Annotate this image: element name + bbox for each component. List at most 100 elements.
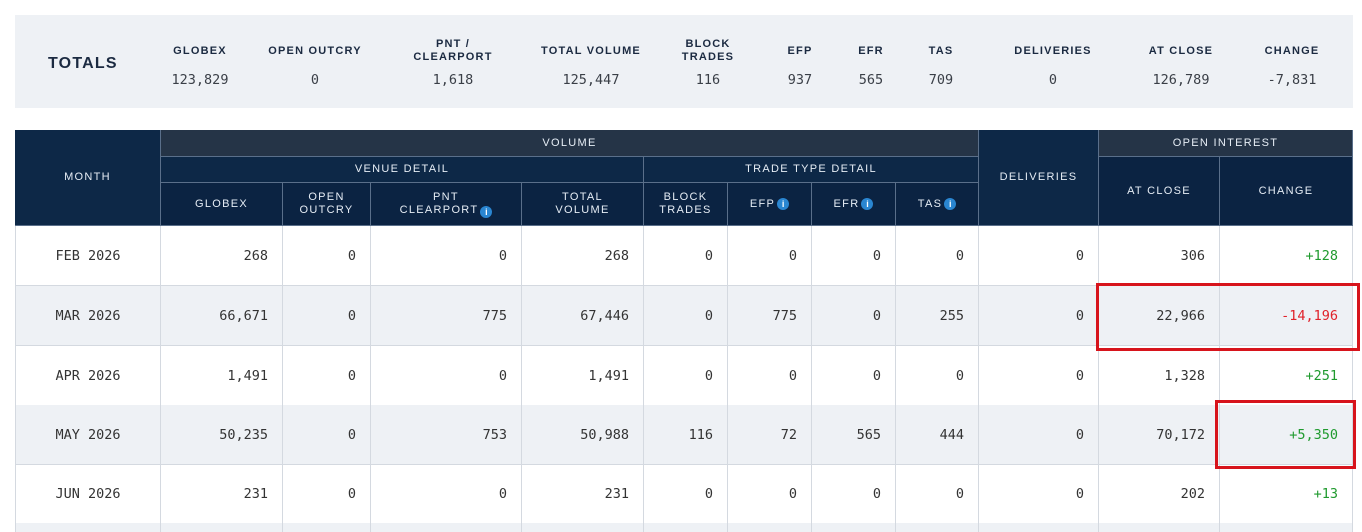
totals-at-close: AT CLOSE 126,789	[1131, 15, 1231, 108]
cell-total-volume: 67,446	[522, 286, 644, 345]
cell-pnt-clearport: 0	[371, 346, 522, 405]
totals-header: CHANGE	[1264, 44, 1320, 57]
header-total-volume[interactable]: TOTAL VOLUME	[522, 183, 644, 226]
cell-at-close: 306	[1099, 226, 1220, 285]
cell-block-trades: 0	[644, 346, 728, 405]
cell-efp: 775	[728, 286, 812, 345]
info-icon[interactable]: i	[777, 198, 790, 210]
cell-open-outcry: 0	[283, 346, 371, 405]
totals-header: PNT / CLEARPORT	[413, 38, 493, 63]
totals-value: 937	[787, 72, 813, 88]
totals-header: TAS	[928, 44, 954, 57]
cell-block-trades: 0	[644, 464, 728, 523]
totals-efr: EFR 565	[821, 15, 921, 108]
cell-pnt-clearport: 775	[371, 286, 522, 345]
cell-change: +251	[1220, 346, 1353, 405]
header-efp-label: EFP	[749, 197, 776, 210]
totals-value: 126,789	[1152, 72, 1210, 88]
header-tas[interactable]: TAS i	[896, 183, 979, 226]
cell-efr	[812, 523, 896, 532]
cell-deliveries: 0	[979, 464, 1099, 523]
totals-block-trades: BLOCK TRADES 116	[658, 15, 758, 108]
cell-open-outcry: 0	[283, 405, 371, 464]
cell-pnt-clearport: 0	[371, 226, 522, 285]
cell-block-trades: 0	[644, 226, 728, 285]
totals-value: 565	[858, 72, 884, 88]
cell-open-outcry	[283, 523, 371, 532]
cell-efp: 0	[728, 346, 812, 405]
table-row: MAR 2026 66,671 0 775 67,446 0 775 0 255…	[15, 286, 1353, 346]
cell-globex: 50,235	[161, 405, 283, 464]
cell-efr: 0	[812, 464, 896, 523]
cell-globex: 1,491	[161, 346, 283, 405]
cell-month: APR 2026	[15, 346, 161, 405]
totals-pnt-clearport: PNT / CLEARPORT 1,618	[403, 15, 503, 108]
totals-open-outcry: OPEN OUTCRY 0	[265, 15, 365, 108]
cell-at-close: 1,328	[1099, 346, 1220, 405]
cell-tas: 444	[896, 405, 979, 464]
cell-efr: 0	[812, 346, 896, 405]
cell-efr: 0	[812, 226, 896, 285]
cell-change: +5,350	[1220, 405, 1353, 464]
header-block-trades[interactable]: BLOCK TRADES	[644, 183, 728, 226]
table-row: JUN 2026 231 0 0 231 0 0 0 0 0 202 +13	[15, 464, 1353, 524]
totals-deliveries: DELIVERIES 0	[1003, 15, 1103, 108]
table-row: APR 2026 1,491 0 0 1,491 0 0 0 0 0 1,328…	[15, 346, 1353, 406]
totals-header: EFP	[787, 44, 813, 57]
header-open-outcry[interactable]: OPEN OUTCRY	[283, 183, 371, 226]
header-tas-label: TAS	[917, 197, 943, 210]
cell-change: +128	[1220, 226, 1353, 285]
cell-at-close: 70,172	[1099, 405, 1220, 464]
totals-header: EFR	[858, 44, 884, 57]
table-row: MAY 2026 50,235 0 753 50,988 116 72 565 …	[15, 405, 1353, 465]
cell-deliveries	[979, 523, 1099, 532]
cell-pnt-clearport: 753	[371, 405, 522, 464]
totals-header: OPEN OUTCRY	[268, 44, 362, 57]
header-deliveries[interactable]: DELIVERIES	[979, 130, 1099, 226]
totals-header: DELIVERIES	[1014, 44, 1092, 57]
header-pnt-clearport[interactable]: PNT CLEARPORT i	[371, 183, 522, 226]
totals-globex: GLOBEX 123,829	[150, 15, 250, 108]
totals-value: 123,829	[171, 72, 229, 88]
cell-efp: 0	[728, 464, 812, 523]
header-globex[interactable]: GLOBEX	[161, 183, 283, 226]
cell-total-volume: 50,988	[522, 405, 644, 464]
header-volume: VOLUME	[161, 130, 979, 157]
cell-pnt-clearport	[371, 523, 522, 532]
totals-header: TOTAL VOLUME	[541, 44, 641, 57]
totals-value: -7,831	[1267, 72, 1317, 88]
cell-block-trades	[644, 523, 728, 532]
info-icon[interactable]: i	[480, 205, 493, 218]
totals-header: BLOCK TRADES	[681, 38, 735, 63]
cell-efr: 0	[812, 286, 896, 345]
cell-month: MAY 2026	[15, 405, 161, 464]
cell-pnt-clearport: 0	[371, 464, 522, 523]
header-open-interest: OPEN INTEREST	[1099, 130, 1353, 157]
totals-value: 116	[695, 72, 721, 88]
header-clearport-label: CLEARPORT	[399, 203, 479, 216]
cell-efp	[728, 523, 812, 532]
info-icon[interactable]: i	[861, 198, 874, 210]
header-efp[interactable]: EFP i	[728, 183, 812, 226]
header-at-close[interactable]: AT CLOSE	[1099, 157, 1220, 226]
cell-globex: 231	[161, 464, 283, 523]
cell-deliveries: 0	[979, 405, 1099, 464]
totals-header: AT CLOSE	[1148, 44, 1214, 57]
header-pnt-label: PNT	[433, 190, 459, 203]
totals-value: 709	[928, 72, 954, 88]
cell-change	[1220, 523, 1353, 532]
totals-value: 0	[1048, 72, 1058, 88]
header-trade-type-detail: TRADE TYPE DETAIL	[644, 157, 979, 183]
totals-header: GLOBEX	[173, 44, 227, 57]
header-change[interactable]: CHANGE	[1220, 157, 1353, 226]
cell-tas: 0	[896, 346, 979, 405]
header-efr[interactable]: EFR i	[812, 183, 896, 226]
totals-change: CHANGE -7,831	[1242, 15, 1342, 108]
totals-tas: TAS 709	[891, 15, 991, 108]
info-icon[interactable]: i	[944, 198, 957, 210]
cell-tas	[896, 523, 979, 532]
header-venue-detail: VENUE DETAIL	[161, 157, 644, 183]
header-month[interactable]: MONTH	[15, 130, 161, 226]
cell-open-outcry: 0	[283, 286, 371, 345]
table-row	[15, 523, 1353, 532]
